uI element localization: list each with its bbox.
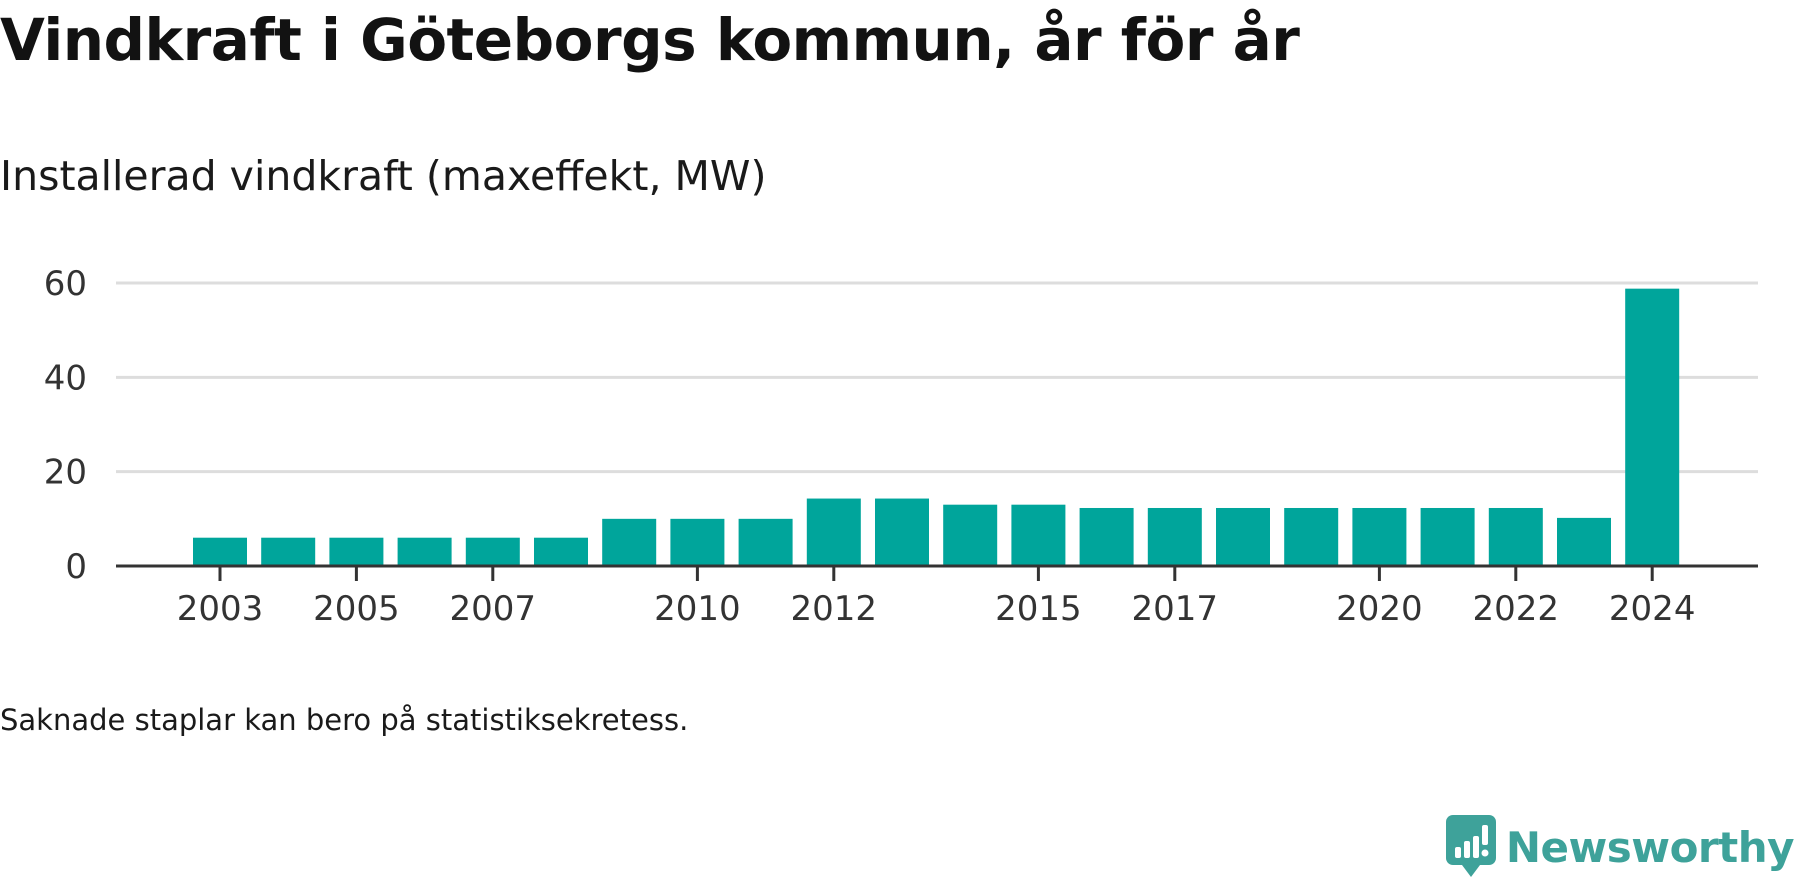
x-tick-label: 2024 xyxy=(1609,589,1696,629)
brand-logo: Newsworthy xyxy=(1445,815,1795,879)
x-tick-label: 2003 xyxy=(177,589,264,629)
bar-2022 xyxy=(1488,507,1543,566)
y-tick-label: 60 xyxy=(44,264,87,304)
x-tick-label: 2010 xyxy=(654,589,741,629)
bar-2020 xyxy=(1352,507,1407,566)
chart-title: Vindkraft i Göteborgs kommun, år för år xyxy=(0,6,1300,74)
x-tick-label: 2022 xyxy=(1473,589,1560,629)
y-tick-label: 0 xyxy=(65,547,87,587)
x-tick-label: 2005 xyxy=(313,589,400,629)
bar-2019 xyxy=(1284,507,1339,566)
bar-chart: 0 20 40 60 2003 2005 2007 2010 2012 2015 2017 2020 2… xyxy=(44,264,1758,629)
bar-2004 xyxy=(261,537,316,566)
footnote: Saknade staplar kan bero på statistiksek… xyxy=(0,703,689,737)
bar-2005 xyxy=(329,537,384,566)
x-tick-label: 2015 xyxy=(995,589,1082,629)
bar-2024 xyxy=(1625,288,1680,566)
bar-2018 xyxy=(1216,507,1270,566)
bar-2013 xyxy=(875,498,929,566)
bar-2003 xyxy=(193,537,247,566)
bar-2012 xyxy=(806,498,861,566)
bar-2023 xyxy=(1557,517,1611,566)
x-tick-label: 2017 xyxy=(1132,589,1219,629)
y-tick-label: 20 xyxy=(44,453,87,493)
brand-name: Newsworthy xyxy=(1505,822,1795,872)
bar-2016 xyxy=(1079,507,1134,566)
bar-2011 xyxy=(738,518,793,566)
newsworthy-chart-bubble-icon xyxy=(1445,815,1496,877)
chart-subtitle: Installerad vindkraft (maxeffekt, MW) xyxy=(0,152,767,200)
bar-2010 xyxy=(670,518,725,566)
x-tick-label: 2007 xyxy=(450,589,537,629)
bar-2007 xyxy=(465,537,520,566)
bar-2015 xyxy=(1011,504,1066,566)
x-tick-label: 2012 xyxy=(791,589,878,629)
bar-2017 xyxy=(1147,507,1202,566)
bar-2009 xyxy=(602,518,657,566)
bar-2006 xyxy=(397,537,452,566)
y-tick-label: 40 xyxy=(44,358,87,398)
bar-2014 xyxy=(943,504,998,566)
x-tick-label: 2020 xyxy=(1336,589,1423,629)
bar-2021 xyxy=(1420,507,1475,566)
bar-2008 xyxy=(534,537,588,566)
